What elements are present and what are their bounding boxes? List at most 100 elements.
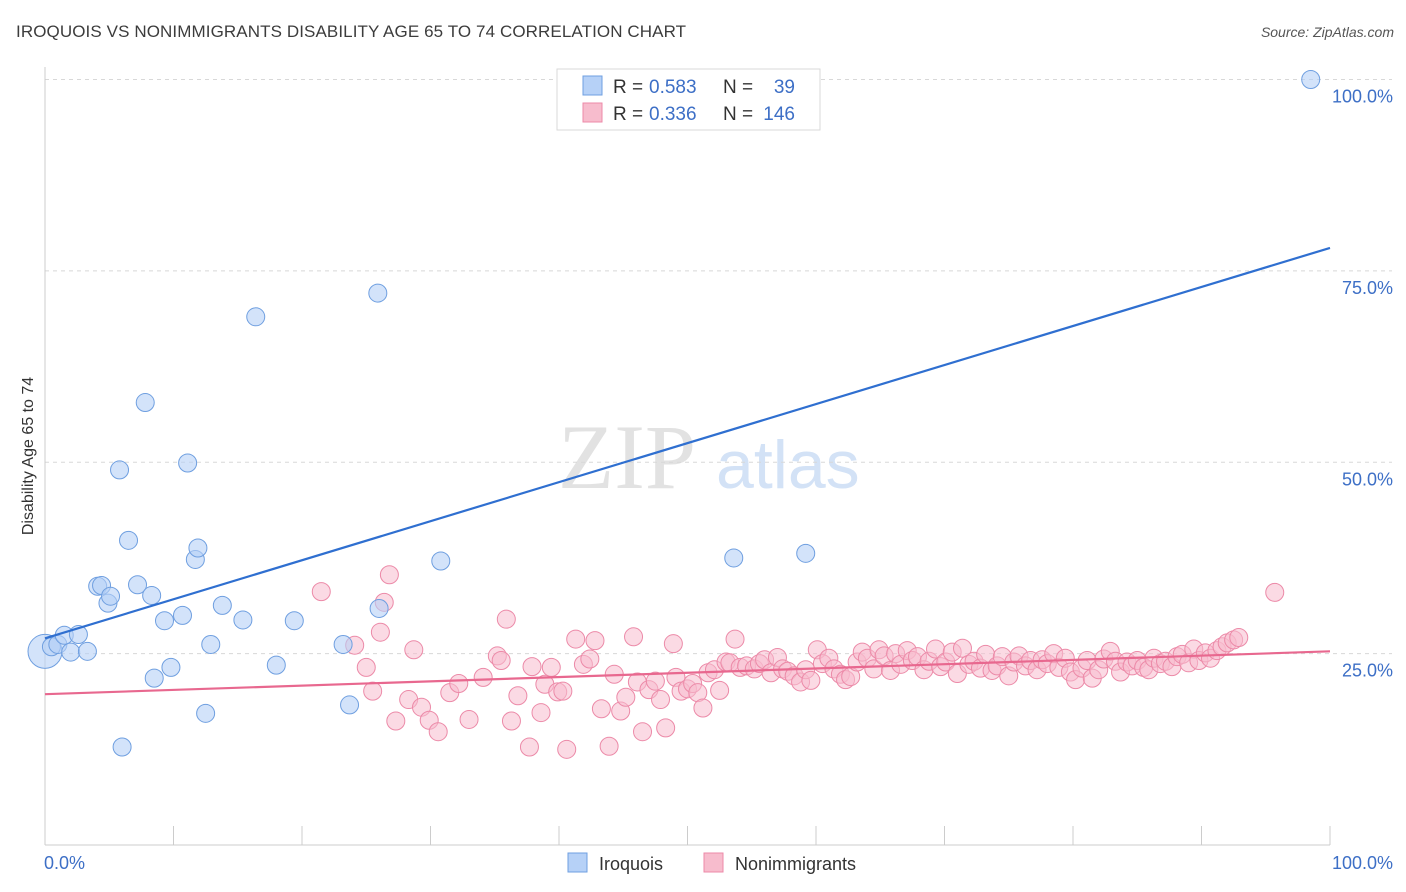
legend-swatch-nonimmigrants [582,102,603,123]
point-nonimmigrants [566,629,586,649]
point-iroquois [284,611,304,631]
legend-bottom-swatch-nonimmigrants[interactable] [703,852,724,873]
legend-r-label-nonimmigrants: R = [613,104,648,125]
point-nonimmigrants [585,631,605,651]
legend-n-label-nonimmigrants: N = [723,104,758,125]
point-nonimmigrants [404,640,424,660]
point-nonimmigrants [459,709,479,729]
point-nonimmigrants [651,690,671,710]
point-iroquois [144,668,164,688]
series-iroquois [27,70,1321,757]
axes [44,67,1331,846]
point-nonimmigrants [311,582,331,602]
y-tick-labels: 25.0% 50.0% 75.0% 100.0% [1332,87,1393,681]
legend-r-value-nonimmigrants: 0.336 [649,104,697,125]
point-iroquois [188,538,208,558]
point-nonimmigrants [599,736,619,756]
point-iroquois [369,598,389,618]
point-nonimmigrants [501,711,521,731]
x-tick-label: 0.0% [44,853,85,873]
point-iroquois [196,703,216,723]
point-nonimmigrants [428,722,448,742]
point-nonimmigrants [624,627,644,647]
legend-bottom-label-nonimmigrants[interactable]: Nonimmigrants [735,854,856,874]
point-nonimmigrants [952,638,972,658]
point-nonimmigrants [386,711,406,731]
legend-n-value-nonimmigrants: 146 [763,104,795,125]
point-nonimmigrants [663,634,683,654]
legend-bottom: Iroquois Nonimmigrants [567,852,856,874]
y-tick-label: 25.0% [1342,661,1393,681]
point-nonimmigrants [1229,628,1249,648]
y-tick-label: 75.0% [1342,278,1393,298]
legend-n-value-iroquois: 39 [774,77,795,98]
point-iroquois [212,595,232,615]
point-nonimmigrants [491,651,511,671]
point-iroquois [110,460,130,480]
trend-lines [44,246,1331,696]
point-nonimmigrants [363,681,383,701]
point-iroquois [161,657,181,677]
point-iroquois [368,283,388,303]
point-nonimmigrants [522,657,542,677]
legend-bottom-swatch-iroquois[interactable] [567,852,588,873]
legend-top: R = 0.583 N = 39 R = 0.336 N = 146 [556,68,821,131]
point-iroquois [246,307,266,327]
trend-line-nonimmigrants [44,650,1331,696]
point-nonimmigrants [519,737,539,757]
point-nonimmigrants [449,673,469,693]
watermark-atlas: atlas [716,427,860,503]
point-nonimmigrants [379,565,399,585]
point-iroquois [431,551,451,571]
point-iroquois [135,393,155,413]
point-nonimmigrants [645,671,665,691]
point-nonimmigrants [580,649,600,669]
watermark-zip: ZIP [558,406,696,508]
point-iroquois [155,611,175,631]
point-iroquois [201,634,221,654]
legend-swatch-iroquois [582,75,603,96]
point-iroquois [233,610,253,630]
point-iroquois [333,634,353,654]
point-nonimmigrants [591,699,611,719]
point-iroquois [178,453,198,473]
point-nonimmigrants [633,722,653,742]
chart-source: Source: ZipAtlas.com [1260,24,1394,40]
point-nonimmigrants [473,667,493,687]
point-nonimmigrants [656,718,676,738]
point-iroquois [724,548,744,568]
point-nonimmigrants [616,687,636,707]
point-nonimmigrants [725,629,745,649]
point-iroquois [119,530,139,550]
point-iroquois [128,575,148,595]
point-iroquois [340,695,360,715]
point-iroquois [77,641,97,661]
point-iroquois [101,586,121,606]
point-nonimmigrants [557,739,577,759]
point-iroquois [266,655,286,675]
trend-line-iroquois [44,246,1331,640]
point-nonimmigrants [496,609,516,629]
point-nonimmigrants [541,657,561,677]
legend-r-label-iroquois: R = [613,77,648,98]
point-iroquois [112,737,132,757]
point-iroquois [61,642,81,662]
point-nonimmigrants [508,686,528,706]
x-tick-label: 100.0% [1332,853,1393,873]
watermark: ZIP atlas [558,406,860,508]
point-iroquois [142,585,162,605]
point-nonimmigrants [1265,582,1285,602]
point-nonimmigrants [801,670,821,690]
y-axis-label: Disability Age 65 to 74 [20,377,37,535]
point-nonimmigrants [356,657,376,677]
point-iroquois [796,543,816,563]
y-tick-label: 50.0% [1342,469,1393,489]
point-nonimmigrants [710,680,730,700]
legend-bottom-label-iroquois[interactable]: Iroquois [599,854,663,874]
legend-r-value-iroquois: 0.583 [649,77,697,98]
x-tick-labels: 0.0% 100.0% [44,853,1393,873]
point-nonimmigrants [370,622,390,642]
point-nonimmigrants [693,698,713,718]
point-iroquois [1301,70,1321,89]
